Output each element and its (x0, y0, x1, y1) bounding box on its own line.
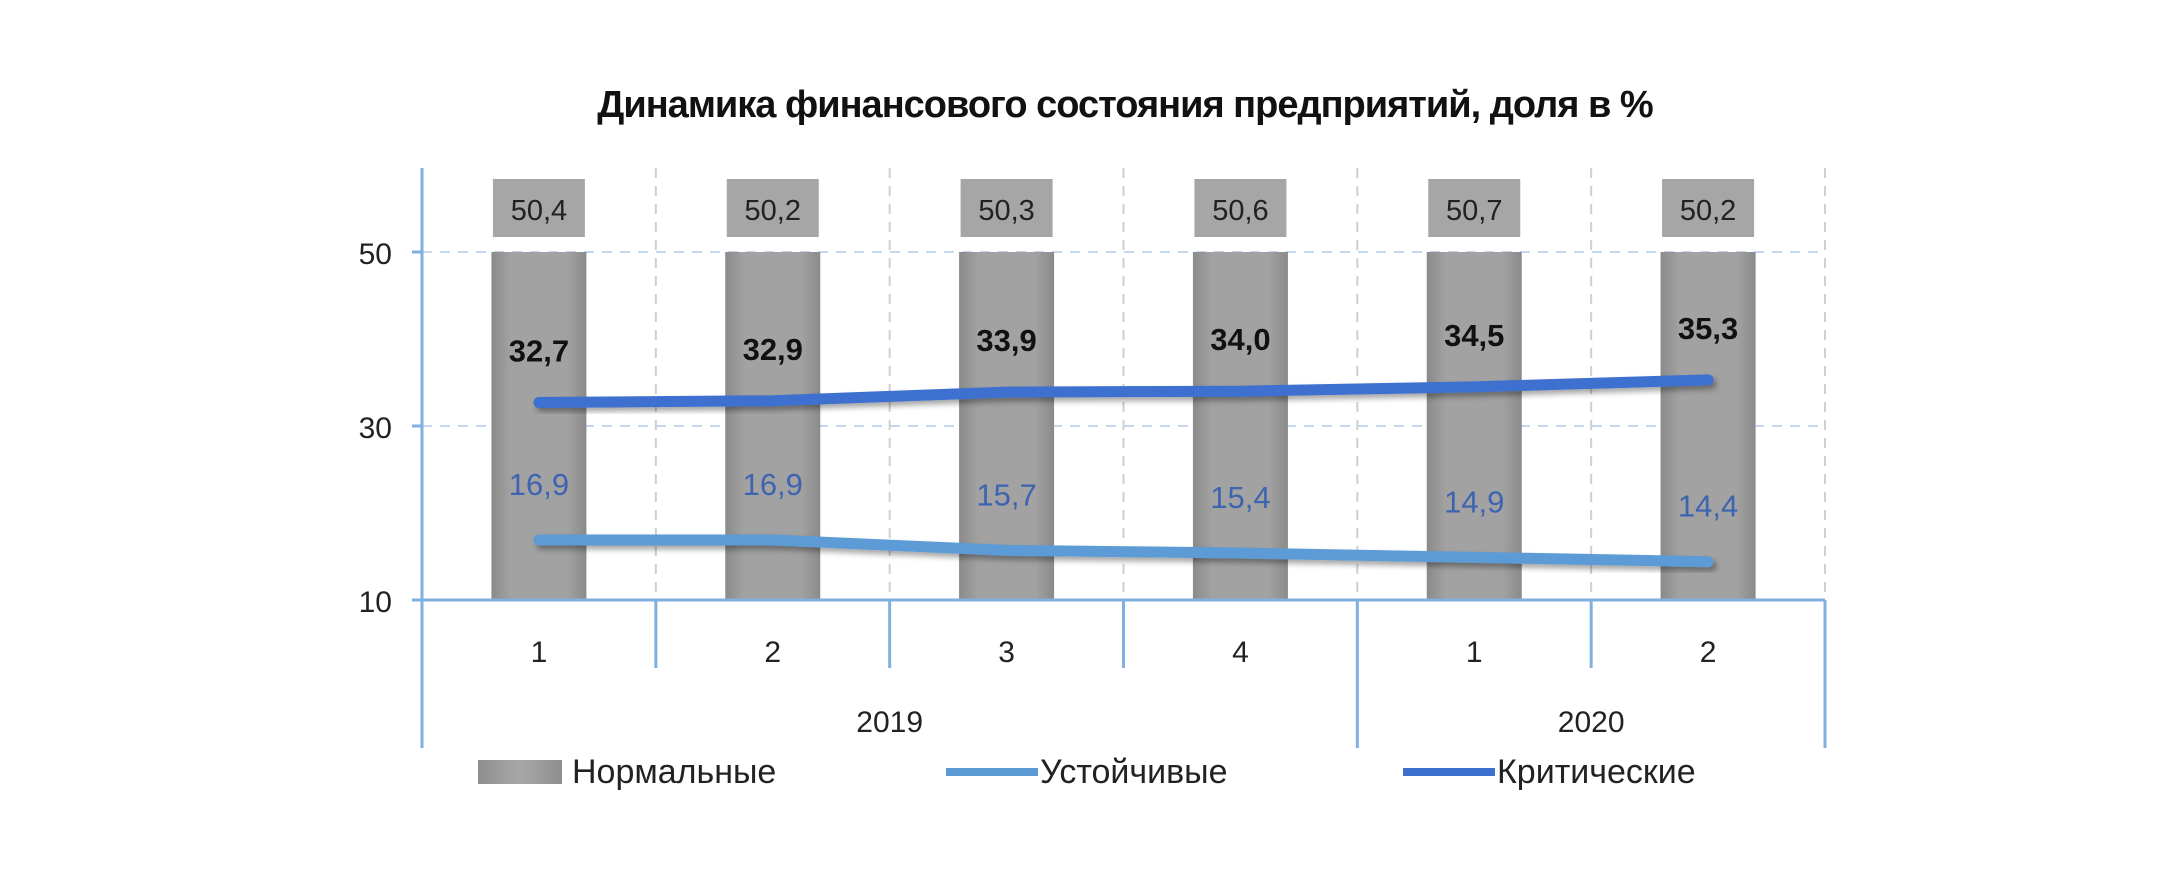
data-label-normal: 50,7 (1446, 195, 1502, 227)
data-label-line-stable: 15,4 (1210, 480, 1270, 515)
data-label-line-stable: 16,9 (509, 467, 569, 502)
legend-item-critical: Критические (1403, 752, 1696, 792)
legend-swatch-bar-icon (478, 760, 562, 784)
data-label-line-critical: 32,9 (743, 332, 803, 367)
data-label-normal: 50,2 (1680, 195, 1736, 227)
x-group-label: 2019 (856, 706, 923, 739)
legend-label: Устойчивые (1040, 752, 1228, 791)
y-tick-label: 50 (359, 238, 392, 271)
x-tick-label: 2 (764, 636, 781, 669)
x-group-label: 2020 (1558, 706, 1625, 739)
bar-normal (725, 252, 821, 600)
x-tick-label: 4 (1232, 636, 1249, 669)
data-label-line-stable: 14,4 (1678, 489, 1738, 524)
x-tick-label: 3 (998, 636, 1015, 669)
bar-normal (491, 252, 587, 600)
legend-item-stable: Устойчивые (946, 752, 1228, 792)
data-label-line-critical: 34,5 (1444, 318, 1504, 353)
data-label-line-critical: 35,3 (1678, 311, 1738, 346)
data-label-normal: 50,4 (511, 195, 567, 227)
line-critical (533, 374, 1714, 409)
data-label-line-critical: 32,7 (509, 334, 569, 369)
bar-normal (1192, 252, 1288, 600)
x-tick-label: 1 (1466, 636, 1483, 669)
legend-swatch-line-icon (1403, 768, 1495, 776)
data-label-line-critical: 34,0 (1210, 322, 1270, 357)
y-tick-label: 10 (359, 586, 392, 619)
legend-swatch-line-icon (946, 768, 1038, 776)
x-tick-label: 2 (1700, 636, 1717, 669)
bar-normal (1426, 252, 1522, 600)
bar-normal (959, 252, 1055, 600)
data-label-normal: 50,3 (978, 195, 1034, 227)
line-stable (533, 534, 1714, 568)
legend-item-normal: Нормальные (478, 752, 776, 792)
data-label-line-stable: 16,9 (743, 467, 803, 502)
y-tick-label: 30 (359, 412, 392, 445)
data-label-box (960, 179, 1053, 237)
legend-label: Нормальные (572, 752, 777, 791)
x-tick-label: 1 (531, 636, 548, 669)
legend: Нормальные Устойчивые Критические (0, 752, 2160, 792)
data-label-line-stable: 14,9 (1444, 484, 1504, 519)
data-label-box (1662, 179, 1755, 237)
data-label-normal: 50,6 (1212, 195, 1268, 227)
data-label-box (726, 179, 819, 237)
data-label-normal: 50,2 (745, 195, 801, 227)
data-label-box (1194, 179, 1287, 237)
bar-normal (1660, 252, 1756, 600)
data-label-line-critical: 33,9 (976, 323, 1036, 358)
chart-title: Динамика финансового состояния предприят… (597, 84, 1653, 126)
data-label-box (492, 179, 585, 237)
legend-label: Критические (1497, 752, 1696, 791)
data-label-line-stable: 15,7 (976, 477, 1036, 512)
data-label-box (1428, 179, 1521, 237)
